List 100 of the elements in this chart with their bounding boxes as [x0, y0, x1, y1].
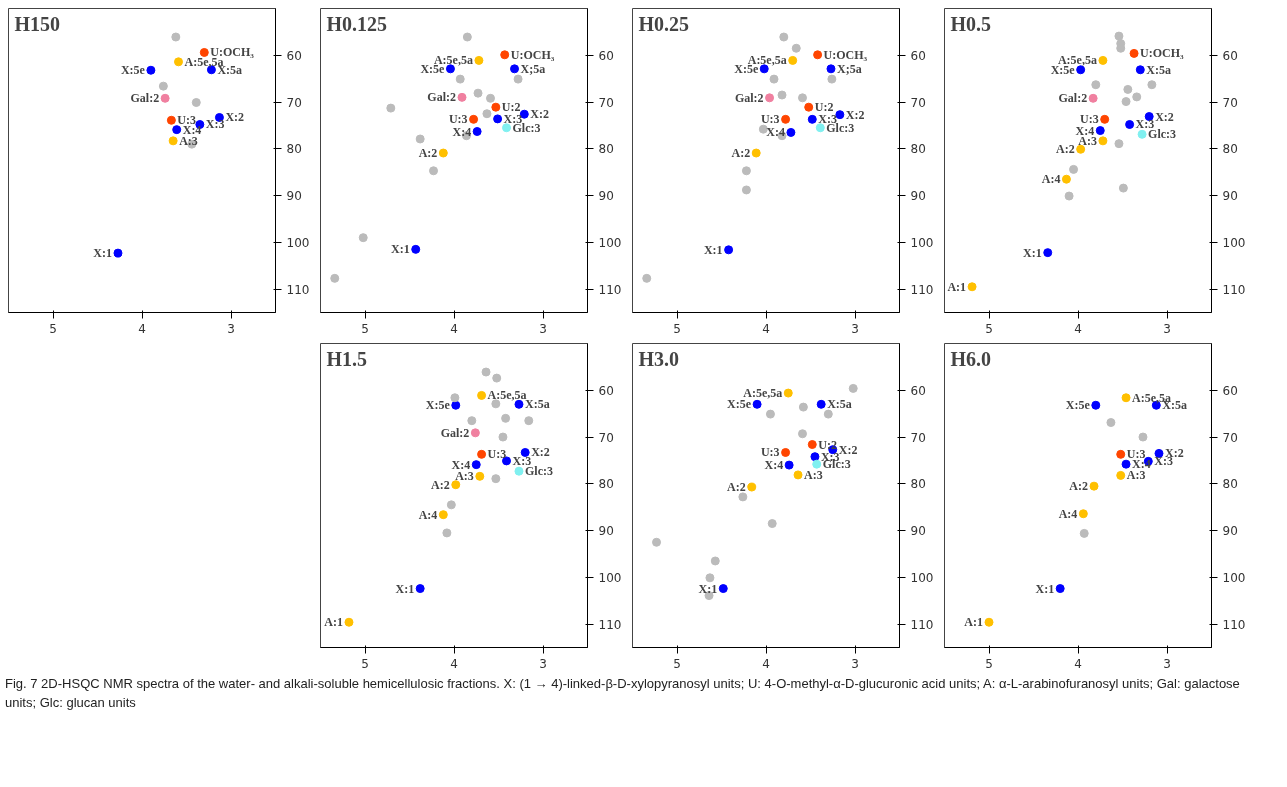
point: [477, 390, 487, 400]
annotation: X:2: [845, 107, 865, 122]
point: [752, 399, 762, 409]
annotation: X:5a: [827, 397, 852, 412]
annotation: A:3: [804, 467, 823, 482]
point: [827, 74, 837, 84]
annotation: Glc:3: [1148, 127, 1177, 142]
y-tick-label: 70: [910, 430, 926, 445]
point: [777, 90, 787, 100]
x-tick-label: 5: [673, 656, 681, 671]
point: [1121, 459, 1131, 469]
point: [429, 166, 439, 176]
point: [767, 519, 777, 529]
y-tick-label: 80: [1222, 477, 1238, 492]
annotation: X:4: [764, 458, 784, 473]
y-tick-label: 110: [598, 282, 622, 297]
x-tick-label: 5: [361, 321, 369, 336]
y-tick-label: 70: [1222, 430, 1238, 445]
point: [1116, 470, 1126, 480]
point: [1089, 481, 1099, 491]
annotation: X:4: [766, 125, 785, 140]
point: [1078, 509, 1088, 519]
annotation: X:5e: [1065, 398, 1091, 413]
annotation: Gal:2: [1058, 91, 1088, 106]
point: [415, 134, 425, 144]
point: [1123, 84, 1133, 94]
annotation: X:1: [1035, 581, 1055, 596]
point: [812, 459, 822, 469]
annotation: U:2: [814, 100, 834, 115]
y-tick-label: 60: [598, 383, 614, 398]
annotation: U:2: [818, 437, 837, 452]
annotation: X:1: [698, 581, 718, 596]
point: [491, 102, 501, 112]
point: [1076, 144, 1086, 154]
annotation: X:2: [1155, 109, 1174, 124]
point: [471, 460, 481, 470]
point: [797, 93, 807, 103]
point: [1091, 400, 1101, 410]
annotation: A:3: [455, 469, 474, 484]
point: [451, 480, 461, 490]
point: [738, 492, 748, 502]
point: [491, 474, 501, 484]
point: [967, 282, 977, 292]
point: [450, 393, 460, 403]
y-tick-label: 90: [598, 524, 614, 539]
chart-title: H0.25: [638, 12, 690, 35]
point: [1114, 31, 1124, 41]
annotation: A:1: [324, 615, 343, 630]
point: [146, 65, 156, 75]
chart-title: H1.5: [326, 347, 368, 370]
x-tick-label: 3: [851, 656, 859, 671]
point: [797, 429, 807, 439]
x-tick-label: 3: [539, 656, 547, 671]
annotation: A:3: [179, 133, 198, 148]
point: [769, 74, 779, 84]
annotation: X:2: [225, 110, 245, 125]
caption: Fig. 7 2D-HSQC NMR spectra of the water- and alkali-soluble hemicellulosic fractions. X: (1 → 4)-linked-β-D-xylopyranosyl units; U: 4-O-methyl-α-D-glucuronic acid units; A: α-L-arabinofuranosyl units; Gal: galactose units; Glc: glucan units: [5, 675, 1241, 712]
annotation: X:1: [703, 242, 723, 257]
point: [1064, 191, 1074, 201]
point: [779, 32, 789, 42]
point: [477, 449, 487, 459]
point: [1116, 449, 1126, 459]
point: [810, 452, 820, 462]
y-tick-label: 90: [286, 189, 302, 204]
point: [474, 55, 484, 65]
point: [718, 584, 728, 594]
annotation: Gal:2: [734, 90, 764, 105]
x-tick-label: 5: [49, 321, 57, 336]
x-tick-label: 4: [450, 321, 458, 336]
point: [438, 510, 448, 520]
y-tick-label: 80: [910, 142, 926, 157]
point: [415, 584, 425, 594]
point: [500, 50, 510, 60]
y-tick-label: 60: [1222, 48, 1238, 63]
point: [835, 110, 845, 120]
point: [467, 416, 477, 426]
point: [1132, 92, 1142, 102]
x-tick-label: 3: [227, 321, 235, 336]
point: [502, 123, 512, 133]
y-tick-label: 90: [910, 189, 926, 204]
point: [1061, 174, 1071, 184]
chart-title: H6.0: [950, 347, 992, 370]
annotation: U:3: [760, 445, 780, 460]
point: [816, 399, 826, 409]
y-tick-label: 110: [910, 617, 934, 632]
point: [502, 456, 512, 466]
y-tick-label: 100: [286, 235, 310, 250]
point: [475, 471, 485, 481]
point: [798, 402, 808, 412]
annotation: X:2: [530, 107, 549, 122]
y-tick-label: 80: [910, 477, 926, 492]
annotation: X:2: [838, 442, 858, 457]
point: [455, 74, 465, 84]
point: [781, 447, 791, 457]
annotation: X:2: [531, 445, 550, 460]
point: [158, 81, 168, 91]
point: [482, 109, 492, 119]
point: [498, 432, 508, 442]
y-tick-label: 80: [1222, 142, 1238, 157]
annotation: A:4: [1058, 506, 1078, 521]
